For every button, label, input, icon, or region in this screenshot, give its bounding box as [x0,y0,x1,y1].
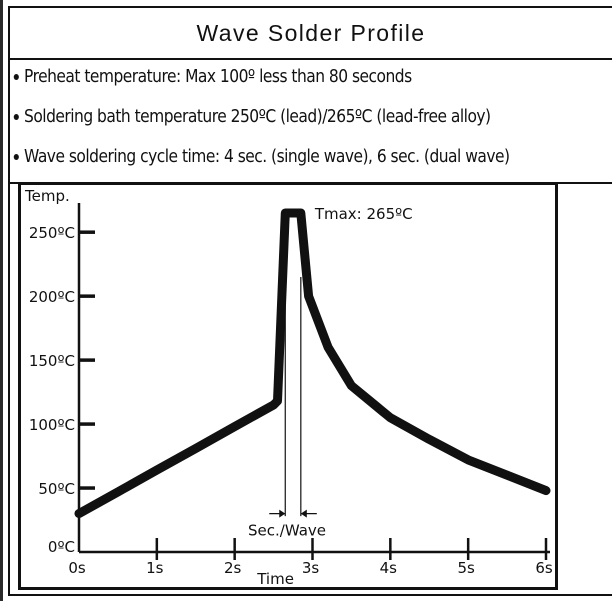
bullet-dot-icon [13,74,19,80]
title-bar: Wave Solder Profile [8,6,612,60]
x-tick-label: 5s [457,559,475,577]
left-edge-rule [0,0,3,601]
x-axis-label: Time [256,570,294,587]
bullet-dot-icon [13,114,19,120]
bullet-bath-temperature: Soldering bath temperature 250ºC (lead)/… [12,106,491,127]
x-tick-label: 4s [380,559,398,577]
bullet-text: Soldering bath temperature 250ºC (lead)/… [24,106,491,127]
page-title: Wave Solder Profile [196,19,426,46]
x-tick-label: 2s [224,559,242,577]
y-tick-label: 100ºC [29,416,75,434]
wave-duration-label: Sec./Wave [248,522,326,540]
wave-arrowhead-right [300,509,307,518]
y-tick-label: 0ºC [48,538,75,556]
x-tick-label: 1s [146,559,164,577]
chart-panel: Temp. 0ºC 50ºC 100ºC 150ºC 200ºC 250ºC 0s 1s 2s 3s… [18,182,558,590]
bullet-list: Preheat temperature: Max 100º less than … [8,60,612,184]
x-tick-label: 3s [302,559,320,577]
x-tick-label: 6s [535,559,553,577]
x-tick-label: 0s [68,559,86,577]
bullet-dot-icon [13,154,19,160]
bullet-text: Preheat temperature: Max 100º less than … [24,66,412,87]
y-axis-label: Temp. [24,187,70,205]
y-tick-label: 250ºC [29,224,75,242]
bullet-preheat: Preheat temperature: Max 100º less than … [12,66,412,87]
temperature-profile-line [74,208,551,519]
bullet-text: Wave soldering cycle time: 4 sec. (singl… [24,146,510,167]
y-tick-label: 200ºC [29,288,75,306]
solder-profile-chart: Temp. 0ºC 50ºC 100ºC 150ºC 200ºC 250ºC 0s 1s 2s 3s… [24,187,553,588]
bullet-cycle-time: Wave soldering cycle time: 4 sec. (singl… [12,146,510,167]
wave-arrowhead-left [279,509,286,518]
y-tick-label: 150ºC [29,352,75,370]
tmax-annotation: Tmax: 265ºC [314,205,413,223]
y-tick-label: 50ºC [38,480,75,498]
